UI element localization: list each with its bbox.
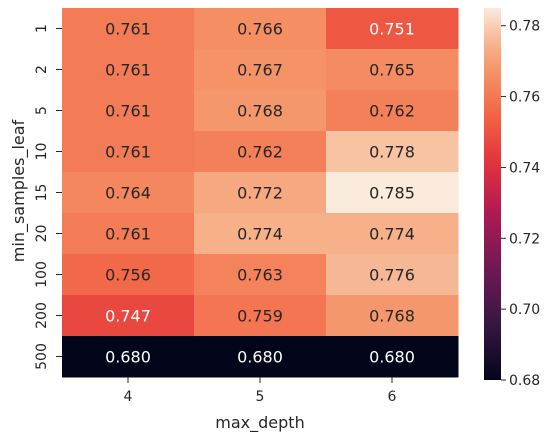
y-tick-label: 15 xyxy=(34,184,50,202)
cell-value-label: 0.680 xyxy=(237,348,283,367)
heatmap-cell xyxy=(194,90,327,132)
x-tick-label: 5 xyxy=(256,389,265,405)
heatmap-cell xyxy=(194,172,327,214)
cell-value-label: 0.776 xyxy=(369,266,415,285)
heatmap-cell xyxy=(194,336,327,378)
colorbar-tick-label: 0.74 xyxy=(509,160,540,176)
heatmap-cell xyxy=(326,213,459,255)
heatmap-cell xyxy=(62,90,195,132)
heatmap-cell xyxy=(194,49,327,91)
heatmap-cell xyxy=(62,8,195,50)
y-tick-label: 200 xyxy=(34,302,50,329)
y-axis-ticks: 1 2 5 10 15 20 100 200 500 xyxy=(34,24,62,370)
heatmap-cell xyxy=(326,131,459,173)
heatmap-cell xyxy=(62,336,195,378)
cell-value-label: 0.774 xyxy=(237,225,283,244)
y-tick-label: 100 xyxy=(34,261,50,288)
heatmap-cell xyxy=(62,172,195,214)
heatmap-cell xyxy=(194,213,327,255)
cell-value-label: 0.680 xyxy=(105,348,151,367)
cell-value-label: 0.763 xyxy=(237,266,283,285)
cell-value-label: 0.761 xyxy=(105,225,151,244)
cell-value-label: 0.680 xyxy=(369,348,415,367)
heatmap-cell xyxy=(194,295,327,337)
cell-value-label: 0.761 xyxy=(105,20,151,39)
heatmap-cell xyxy=(62,49,195,91)
y-tick-label: 2 xyxy=(34,65,50,74)
colorbar-tick-label: 0.78 xyxy=(509,19,540,35)
cell-value-label: 0.768 xyxy=(369,307,415,326)
heatmap-cells xyxy=(62,8,459,378)
colorbar-ticks: 0.68 0.70 0.72 0.74 0.76 0.78 xyxy=(501,19,540,389)
heatmap-cell xyxy=(194,8,327,50)
cell-value-label: 0.747 xyxy=(105,307,151,326)
cell-value-label: 0.765 xyxy=(369,61,415,80)
heatmap-cell xyxy=(194,131,327,173)
cell-value-label: 0.768 xyxy=(237,102,283,121)
cell-value-label: 0.772 xyxy=(237,184,283,203)
colorbar xyxy=(484,8,501,380)
colorbar-tick-label: 0.68 xyxy=(509,373,540,389)
colorbar-tick-label: 0.70 xyxy=(509,302,540,318)
heatmap-cell-labels: 0.761 0.766 0.751 0.761 0.767 0.765 0.761 0.768… xyxy=(105,20,415,367)
cell-value-label: 0.761 xyxy=(105,143,151,162)
y-tick-label: 5 xyxy=(34,106,50,115)
heatmap-cell xyxy=(62,295,195,337)
cell-value-label: 0.762 xyxy=(369,102,415,121)
cell-value-label: 0.761 xyxy=(105,102,151,121)
x-axis-ticks: 4 5 6 xyxy=(124,377,397,405)
heatmap-cell xyxy=(326,254,459,296)
y-tick-label: 20 xyxy=(34,225,50,243)
cell-value-label: 0.756 xyxy=(105,266,151,285)
cell-value-label: 0.778 xyxy=(369,143,415,162)
x-tick-label: 6 xyxy=(388,389,397,405)
heatmap-cell xyxy=(194,254,327,296)
y-tick-label: 10 xyxy=(34,143,50,161)
colorbar-tick-label: 0.76 xyxy=(509,90,540,106)
cell-value-label: 0.761 xyxy=(105,61,151,80)
cell-value-label: 0.766 xyxy=(237,20,283,39)
cell-value-label: 0.762 xyxy=(237,143,283,162)
x-axis-label: max_depth xyxy=(215,413,304,433)
y-tick-label: 500 xyxy=(34,343,50,370)
cell-value-label: 0.759 xyxy=(237,307,283,326)
cell-value-label: 0.785 xyxy=(369,184,415,203)
heatmap-cell xyxy=(326,336,459,378)
heatmap-cell xyxy=(326,8,459,50)
heatmap-cell xyxy=(326,295,459,337)
colorbar-tick-label: 0.72 xyxy=(509,231,540,247)
cell-value-label: 0.774 xyxy=(369,225,415,244)
y-axis-label: min_samples_leaf xyxy=(9,119,29,262)
x-tick-label: 4 xyxy=(124,389,133,405)
cell-value-label: 0.767 xyxy=(237,61,283,80)
cell-value-label: 0.751 xyxy=(369,20,415,39)
heatmap-cell xyxy=(62,131,195,173)
heatmap-cell xyxy=(62,254,195,296)
heatmap-cell xyxy=(326,172,459,214)
heatmap-cell xyxy=(326,90,459,132)
heatmap-cell xyxy=(62,213,195,255)
cell-value-label: 0.764 xyxy=(105,184,151,203)
heatmap-cell xyxy=(326,49,459,91)
y-tick-label: 1 xyxy=(34,24,50,33)
